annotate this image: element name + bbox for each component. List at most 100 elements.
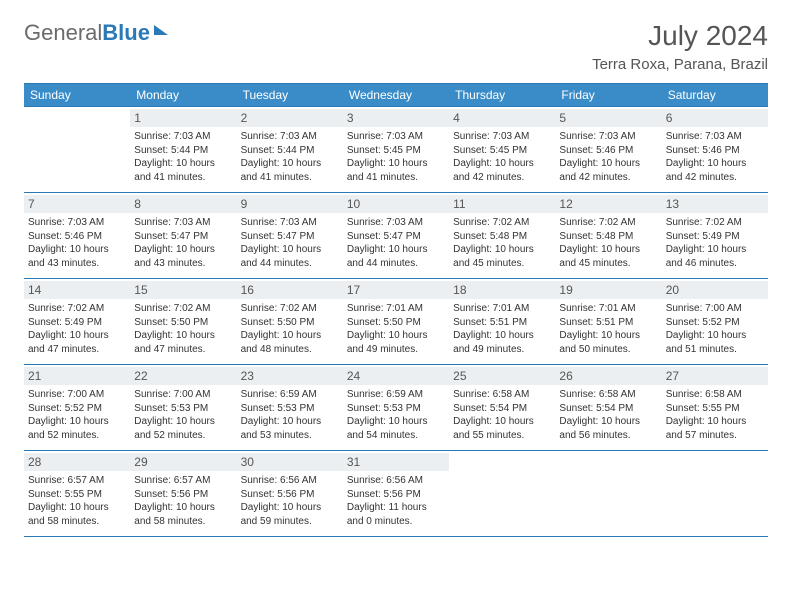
daylight-line: Daylight: 10 hours and 58 minutes.: [28, 501, 126, 528]
day-number: 26: [555, 367, 661, 385]
calendar-cell: [449, 451, 555, 537]
day-number: 15: [130, 281, 236, 299]
weekday-header: Monday: [130, 84, 236, 107]
daylight-line: Daylight: 10 hours and 58 minutes.: [134, 501, 232, 528]
calendar-cell: 4Sunrise: 7:03 AMSunset: 5:45 PMDaylight…: [449, 107, 555, 193]
sunset-line: Sunset: 5:56 PM: [134, 488, 232, 502]
sunset-line: Sunset: 5:47 PM: [241, 230, 339, 244]
calendar-cell: 27Sunrise: 6:58 AMSunset: 5:55 PMDayligh…: [662, 365, 768, 451]
calendar-cell: 8Sunrise: 7:03 AMSunset: 5:47 PMDaylight…: [130, 193, 236, 279]
sunrise-line: Sunrise: 7:01 AM: [559, 302, 657, 316]
daylight-line: Daylight: 10 hours and 44 minutes.: [241, 243, 339, 270]
sunset-line: Sunset: 5:50 PM: [347, 316, 445, 330]
day-number: 27: [662, 367, 768, 385]
day-number: 9: [237, 195, 343, 213]
day-number: 14: [24, 281, 130, 299]
sunrise-line: Sunrise: 7:01 AM: [347, 302, 445, 316]
daylight-line: Daylight: 10 hours and 52 minutes.: [28, 415, 126, 442]
calendar-cell: [662, 451, 768, 537]
sunrise-line: Sunrise: 7:03 AM: [347, 130, 445, 144]
sunset-line: Sunset: 5:51 PM: [453, 316, 551, 330]
sunset-line: Sunset: 5:55 PM: [28, 488, 126, 502]
daylight-line: Daylight: 10 hours and 42 minutes.: [666, 157, 764, 184]
daylight-line: Daylight: 10 hours and 42 minutes.: [453, 157, 551, 184]
day-number: 19: [555, 281, 661, 299]
day-number: 6: [662, 109, 768, 127]
sunset-line: Sunset: 5:54 PM: [559, 402, 657, 416]
calendar-cell: [24, 107, 130, 193]
weekday-header: Tuesday: [237, 84, 343, 107]
day-number: 21: [24, 367, 130, 385]
sunrise-line: Sunrise: 6:56 AM: [347, 474, 445, 488]
daylight-line: Daylight: 10 hours and 55 minutes.: [453, 415, 551, 442]
calendar-cell: [555, 451, 661, 537]
sunset-line: Sunset: 5:46 PM: [28, 230, 126, 244]
logo: GeneralBlue: [24, 20, 168, 46]
calendar-cell: 9Sunrise: 7:03 AMSunset: 5:47 PMDaylight…: [237, 193, 343, 279]
sunrise-line: Sunrise: 6:58 AM: [666, 388, 764, 402]
calendar-cell: 5Sunrise: 7:03 AMSunset: 5:46 PMDaylight…: [555, 107, 661, 193]
sunset-line: Sunset: 5:45 PM: [453, 144, 551, 158]
sunset-line: Sunset: 5:49 PM: [666, 230, 764, 244]
daylight-line: Daylight: 10 hours and 47 minutes.: [134, 329, 232, 356]
sunrise-line: Sunrise: 7:03 AM: [134, 216, 232, 230]
sunrise-line: Sunrise: 7:03 AM: [347, 216, 445, 230]
sunset-line: Sunset: 5:47 PM: [134, 230, 232, 244]
daylight-line: Daylight: 10 hours and 56 minutes.: [559, 415, 657, 442]
calendar-cell: 24Sunrise: 6:59 AMSunset: 5:53 PMDayligh…: [343, 365, 449, 451]
daylight-line: Daylight: 10 hours and 41 minutes.: [134, 157, 232, 184]
calendar-cell: 1Sunrise: 7:03 AMSunset: 5:44 PMDaylight…: [130, 107, 236, 193]
sunrise-line: Sunrise: 7:03 AM: [134, 130, 232, 144]
calendar-cell: 11Sunrise: 7:02 AMSunset: 5:48 PMDayligh…: [449, 193, 555, 279]
sunrise-line: Sunrise: 6:59 AM: [241, 388, 339, 402]
calendar-cell: 14Sunrise: 7:02 AMSunset: 5:49 PMDayligh…: [24, 279, 130, 365]
daylight-line: Daylight: 10 hours and 54 minutes.: [347, 415, 445, 442]
sunrise-line: Sunrise: 7:03 AM: [28, 216, 126, 230]
calendar-cell: 10Sunrise: 7:03 AMSunset: 5:47 PMDayligh…: [343, 193, 449, 279]
calendar-cell: 29 Sunrise: 6:57 AMSunset: 5:56 PMDayligh…: [130, 451, 236, 537]
daylight-line: Daylight: 10 hours and 45 minutes.: [559, 243, 657, 270]
day-number: 18: [449, 281, 555, 299]
sunset-line: Sunset: 5:53 PM: [241, 402, 339, 416]
sunrise-line: Sunrise: 6:56 AM: [241, 474, 339, 488]
day-number: 7: [24, 195, 130, 213]
sunrise-line: Sunrise: 7:02 AM: [241, 302, 339, 316]
day-number: 30: [237, 453, 343, 471]
sunrise-line: Sunrise: 7:02 AM: [453, 216, 551, 230]
day-number: 31: [343, 453, 449, 471]
sunrise-line: Sunrise: 7:03 AM: [241, 130, 339, 144]
sunrise-line: Sunrise: 6:57 AM: [134, 474, 232, 488]
day-number: 28: [24, 453, 130, 471]
day-number: 12: [555, 195, 661, 213]
calendar-cell: 25Sunrise: 6:58 AMSunset: 5:54 PMDayligh…: [449, 365, 555, 451]
sunset-line: Sunset: 5:56 PM: [347, 488, 445, 502]
sunset-line: Sunset: 5:47 PM: [347, 230, 445, 244]
sunset-line: Sunset: 5:54 PM: [453, 402, 551, 416]
calendar-cell: 22Sunrise: 7:00 AMSunset: 5:53 PMDayligh…: [130, 365, 236, 451]
logo-triangle-icon: [154, 25, 168, 35]
sunset-line: Sunset: 5:49 PM: [28, 316, 126, 330]
calendar-cell: 18Sunrise: 7:01 AMSunset: 5:51 PMDayligh…: [449, 279, 555, 365]
daylight-line: Daylight: 10 hours and 53 minutes.: [241, 415, 339, 442]
sunset-line: Sunset: 5:53 PM: [134, 402, 232, 416]
sunset-line: Sunset: 5:48 PM: [453, 230, 551, 244]
daylight-line: Daylight: 10 hours and 47 minutes.: [28, 329, 126, 356]
calendar-cell: 16Sunrise: 7:02 AMSunset: 5:50 PMDayligh…: [237, 279, 343, 365]
sunrise-line: Sunrise: 7:00 AM: [134, 388, 232, 402]
daylight-line: Daylight: 10 hours and 51 minutes.: [666, 329, 764, 356]
sunrise-line: Sunrise: 6:59 AM: [347, 388, 445, 402]
sunset-line: Sunset: 5:46 PM: [559, 144, 657, 158]
calendar-cell: 19Sunrise: 7:01 AMSunset: 5:51 PMDayligh…: [555, 279, 661, 365]
day-number: 23: [237, 367, 343, 385]
daylight-line: Daylight: 10 hours and 46 minutes.: [666, 243, 764, 270]
calendar-cell: 7Sunrise: 7:03 AMSunset: 5:46 PMDaylight…: [24, 193, 130, 279]
day-number: 29: [130, 453, 236, 471]
day-number: 3: [343, 109, 449, 127]
daylight-line: Daylight: 10 hours and 59 minutes.: [241, 501, 339, 528]
calendar-cell: 26 Sunrise: 6:58 AMSunset: 5:54 PMDayligh…: [555, 365, 661, 451]
sunrise-line: Sunrise: 7:03 AM: [559, 130, 657, 144]
sunrise-line: Sunrise: 6:58 AM: [559, 388, 657, 402]
sunrise-line: Sunrise: 7:03 AM: [453, 130, 551, 144]
sunrise-line: Sunrise: 6:58 AM: [453, 388, 551, 402]
logo-part2: Blue: [102, 20, 150, 45]
